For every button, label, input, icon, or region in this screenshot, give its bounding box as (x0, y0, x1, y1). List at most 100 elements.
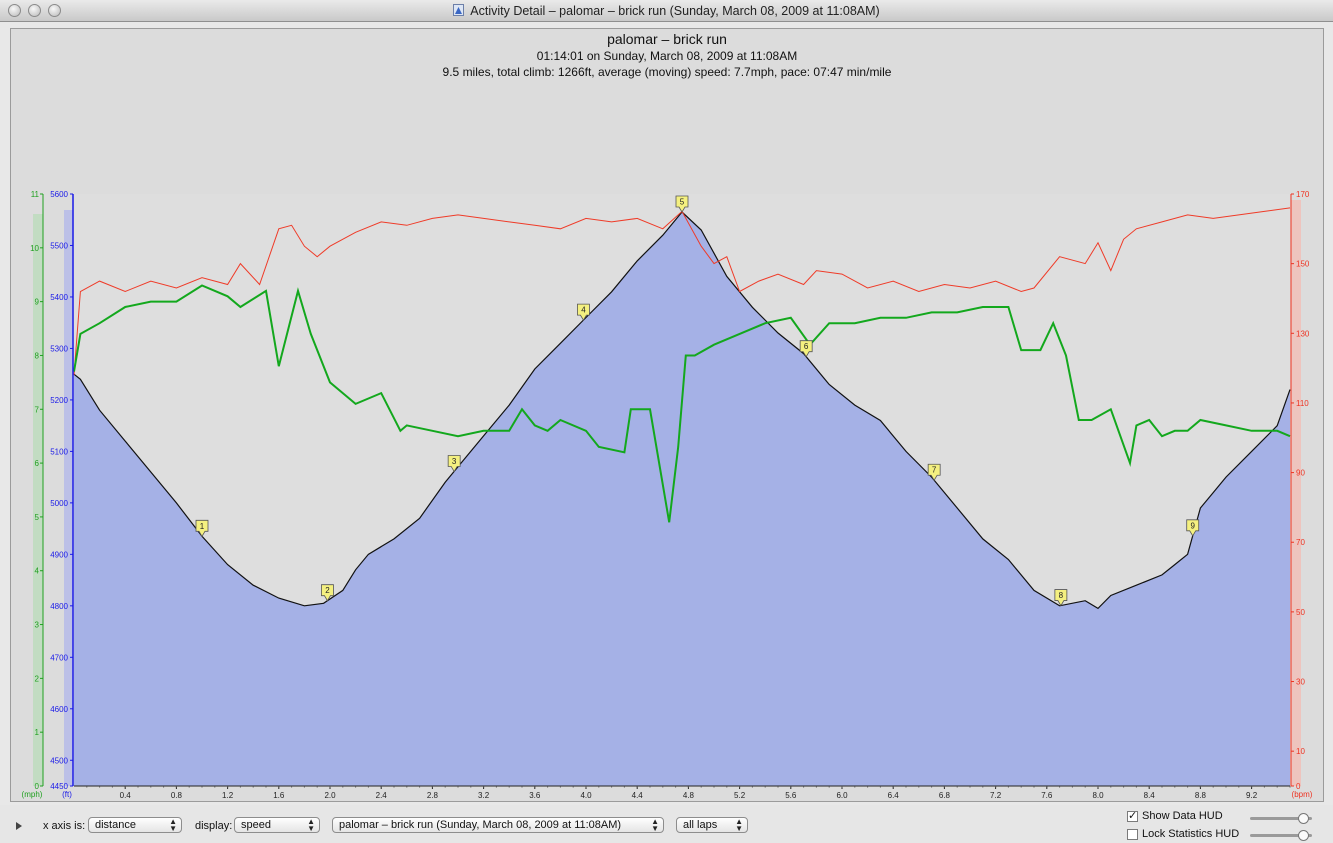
lap-marker-label: 7 (932, 466, 937, 475)
x-tick-label: 8.4 (1144, 791, 1156, 800)
ft-tick-label: 5300 (50, 344, 68, 353)
bpm-tick-label: 0 (1296, 782, 1301, 791)
laps-popup-value: all laps (683, 819, 718, 831)
ft-tick-label: 5000 (50, 499, 68, 508)
activity-popup-value: palomar – brick run (Sunday, March 08, 2… (339, 819, 622, 831)
ft-tick-label: 4450 (50, 782, 68, 791)
ft-axis-range-bar (64, 210, 73, 786)
minimize-button[interactable] (28, 4, 41, 17)
bpm-tick-label: 70 (1296, 538, 1305, 547)
bpm-tick-label: 30 (1296, 678, 1305, 687)
activity-duration-date: 01:14:01 on Sunday, March 08, 2009 at 11… (536, 49, 798, 63)
bpm-tick-label: 90 (1296, 469, 1305, 478)
x-tick-label: 9.2 (1246, 791, 1258, 800)
activity-popup[interactable]: palomar – brick run (Sunday, March 08, 2… (332, 817, 664, 833)
mph-tick-label: 10 (30, 244, 39, 253)
activity-chart[interactable]: 0123456789101144504500460047004800490050… (0, 0, 1333, 805)
bpm-axis-unit: (bpm) (1292, 790, 1313, 799)
xaxis-popup-value: distance (95, 819, 136, 831)
x-tick-label: 7.6 (1041, 791, 1053, 800)
lap-marker-4 (577, 303, 590, 321)
ft-tick-label: 4700 (50, 653, 68, 662)
stats-opacity-slider-knob[interactable] (1298, 830, 1309, 841)
speed-line (73, 284, 1291, 523)
bpm-tick-label: 150 (1296, 260, 1310, 269)
mph-tick-label: 11 (31, 190, 40, 199)
display-popup[interactable]: speed ▲ ▼ (234, 817, 320, 833)
mph-axis-range-bar (33, 214, 43, 786)
x-tick-label: 2.0 (324, 791, 336, 800)
mph-axis-unit: (mph) (22, 790, 43, 799)
bpm-axis-range-bar (1291, 200, 1301, 786)
xaxis-popup[interactable]: distance ▲ ▼ (88, 817, 182, 833)
bpm-tick-label: 110 (1296, 399, 1309, 408)
hud-opacity-slider[interactable] (1250, 817, 1312, 820)
x-tick-label: 0.8 (171, 791, 183, 800)
mph-tick-label: 3 (35, 621, 40, 630)
bottom-control-bar (0, 805, 1333, 843)
show-hud-label: Show Data HUD (1142, 810, 1223, 822)
popup-arrows-icon: ▲ ▼ (651, 817, 659, 833)
lap-marker-label: 8 (1059, 591, 1064, 600)
lock-stats-checkbox[interactable] (1127, 829, 1138, 840)
ft-axis-unit: (ft) (62, 790, 72, 799)
ft-tick-label: 4900 (50, 550, 68, 559)
hud-opacity-slider-knob[interactable] (1298, 813, 1309, 824)
ft-tick-label: 4600 (50, 705, 68, 714)
activity-title: palomar – brick run (607, 31, 727, 47)
lap-marker-label: 5 (680, 198, 685, 207)
heart-rate-line (73, 207, 1291, 376)
lap-marker-7 (927, 463, 941, 481)
x-tick-label: 6.8 (939, 791, 951, 800)
document-icon (453, 4, 465, 16)
zoom-button[interactable] (48, 4, 61, 17)
show-hud-checkbox[interactable]: ✓ (1127, 810, 1138, 822)
x-tick-label: 8.0 (1092, 791, 1104, 800)
x-tick-label: 7.2 (990, 791, 1002, 800)
lap-marker-6 (799, 340, 813, 358)
bpm-tick-label: 130 (1296, 329, 1310, 338)
x-tick-label: 5.2 (734, 791, 746, 800)
display-popup-value: speed (241, 819, 271, 831)
lap-marker-label: 1 (200, 522, 205, 531)
lap-marker-8 (1054, 589, 1068, 607)
ft-tick-label: 4500 (50, 756, 68, 765)
x-tick-label: 5.6 (785, 791, 797, 800)
ft-tick-label: 5100 (50, 447, 68, 456)
mph-tick-label: 1 (35, 728, 40, 737)
lap-marker-3 (447, 455, 461, 473)
mph-tick-label: 4 (35, 567, 40, 576)
laps-popup[interactable]: all laps ▲ ▼ (676, 817, 748, 833)
popup-arrows-icon: ▲ ▼ (735, 817, 743, 833)
mph-tick-label: 7 (35, 405, 40, 414)
lap-marker-label: 6 (804, 342, 809, 351)
lap-marker-9 (1186, 519, 1200, 537)
popup-arrows-icon: ▲ ▼ (307, 817, 315, 833)
stats-opacity-slider[interactable] (1250, 834, 1312, 837)
mph-tick-label: 6 (35, 459, 40, 468)
mph-tick-label: 8 (35, 351, 40, 360)
x-tick-label: 1.6 (273, 791, 285, 800)
x-tick-label: 2.8 (427, 791, 439, 800)
window-title-wrap: Activity Detail – palomar – brick run (S… (0, 4, 1333, 18)
mph-tick-label: 9 (35, 298, 40, 307)
ft-tick-label: 5600 (50, 190, 68, 199)
window-title: Activity Detail – palomar – brick run (S… (470, 4, 880, 18)
bpm-tick-label: 50 (1296, 608, 1305, 617)
activity-summary: 9.5 miles, total climb: 1266ft, average … (442, 65, 892, 79)
xaxis-label: x axis is: (43, 820, 86, 832)
mph-tick-label: 5 (35, 513, 40, 522)
x-tick-label: 0.4 (120, 791, 132, 800)
title-bar[interactable]: Activity Detail – palomar – brick run (S… (0, 0, 1333, 22)
ft-tick-label: 5200 (50, 396, 68, 405)
popup-arrows-icon: ▲ ▼ (169, 817, 177, 833)
disclosure-triangle-icon[interactable] (16, 822, 22, 830)
close-button[interactable] (8, 4, 21, 17)
lap-marker-label: 3 (452, 457, 457, 466)
altitude-area (74, 212, 1290, 786)
mph-tick-label: 2 (35, 674, 40, 683)
x-tick-label: 8.8 (1195, 791, 1207, 800)
x-tick-label: 3.6 (529, 791, 541, 800)
x-tick-label: 3.2 (478, 791, 490, 800)
lap-marker-label: 2 (325, 586, 330, 595)
